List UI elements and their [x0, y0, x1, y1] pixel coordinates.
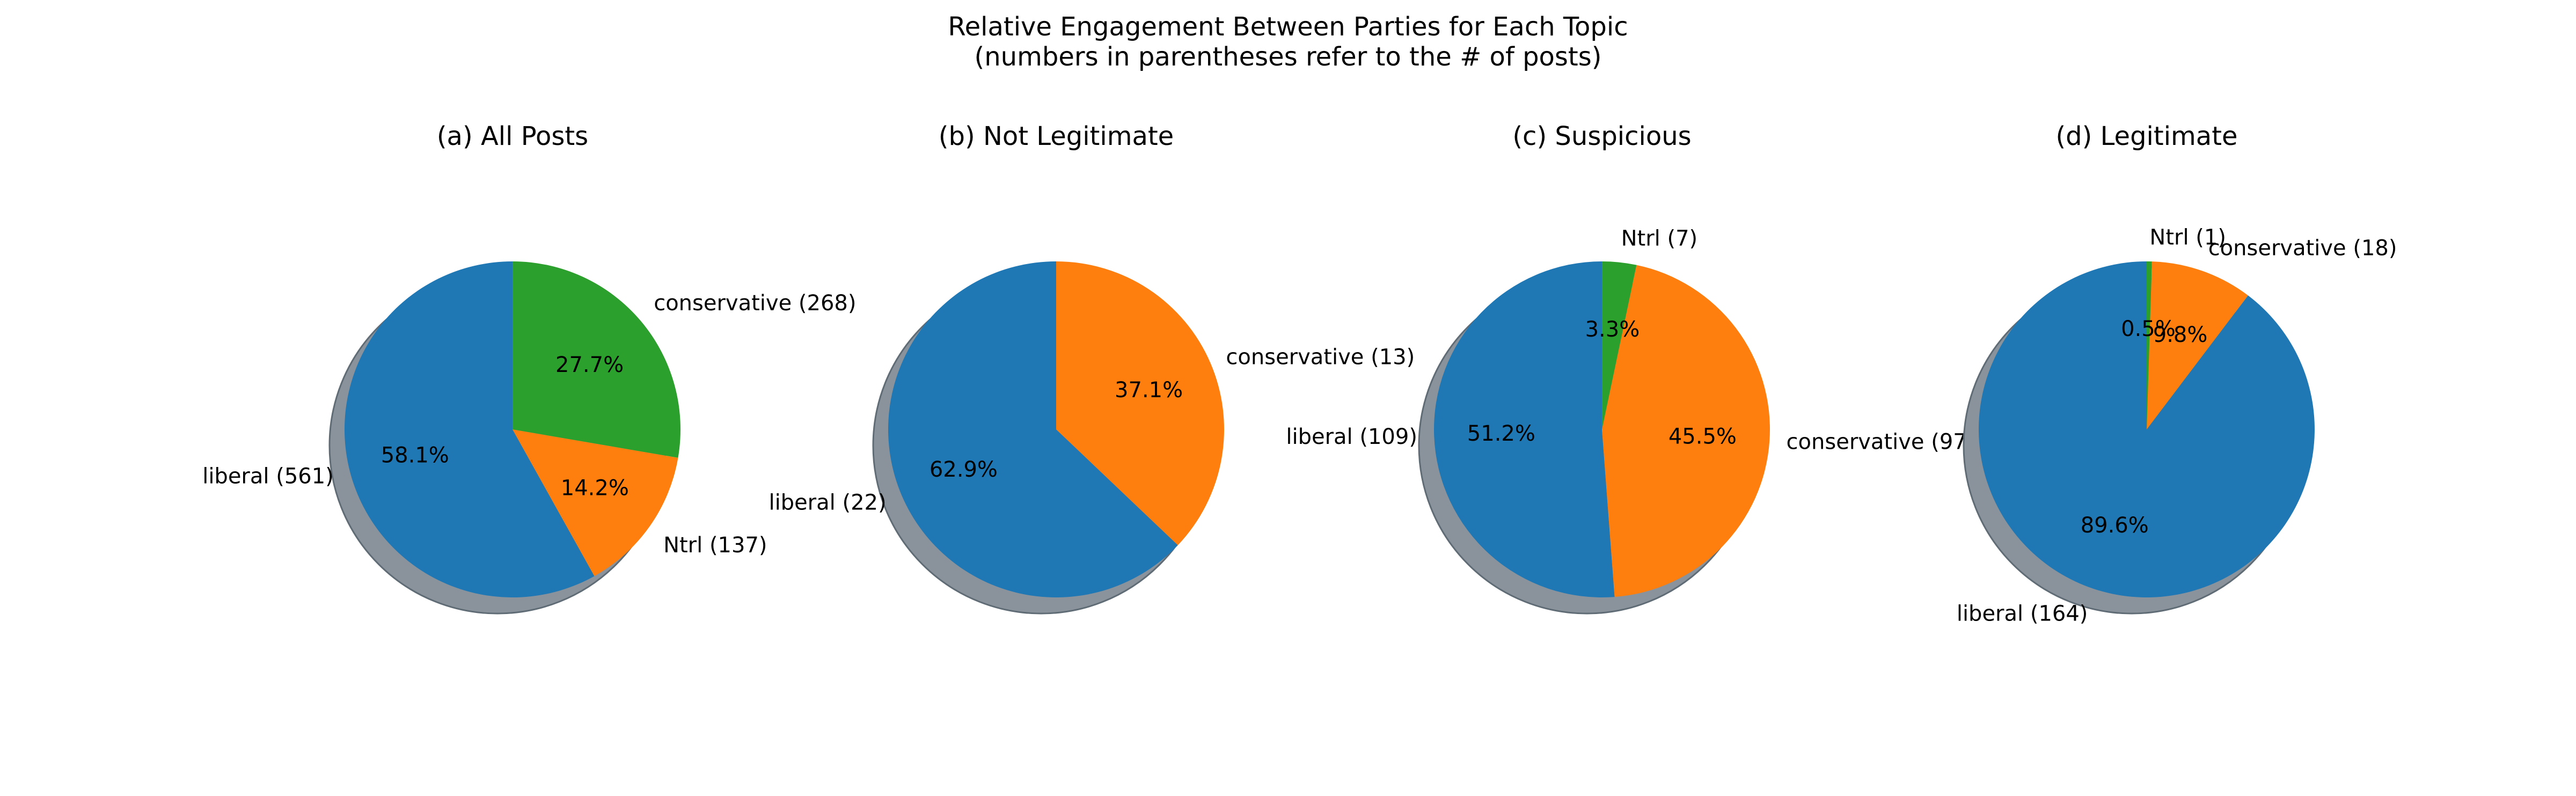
- pie-slice-conservative: [2147, 261, 2248, 429]
- pie-pct-label: 9.8%: [2153, 323, 2208, 347]
- pie-slice-label: liberal (164): [1957, 601, 2088, 626]
- pie-slice-liberal: [888, 261, 1178, 597]
- pie-title: (d) Legitimate: [2055, 121, 2237, 151]
- pie-title: (c) Suspicious: [1512, 121, 1691, 151]
- pie-title: (b) Not Legitimate: [939, 121, 1174, 151]
- pie-pct-label: 58.1%: [381, 443, 449, 468]
- pie-pct-label: 0.5%: [2121, 317, 2176, 341]
- pie-chart-3: (c) Suspicious 51.2% liberal (109) 45.5% con…: [1286, 121, 1975, 615]
- pie-pct-label: 51.2%: [1467, 421, 1535, 446]
- pie-slice-label: Ntrl (7): [1621, 227, 1698, 251]
- pie-slice-conservative: [513, 261, 680, 458]
- figure-title-line1: Relative Engagement Between Parties for …: [948, 12, 1628, 42]
- pie-slice-label: conservative (18): [2208, 236, 2397, 260]
- pie-pct-label: 37.1%: [1115, 378, 1183, 403]
- pie-pct-label: 27.7%: [555, 353, 624, 377]
- pie-slice-label: liberal (561): [202, 464, 334, 489]
- pie-title: (a) All Posts: [437, 121, 588, 151]
- pie-slice-label: conservative (268): [654, 291, 856, 316]
- pie-slice-label: Ntrl (137): [663, 533, 767, 558]
- pie-pct-label: 89.6%: [2081, 513, 2149, 538]
- pie-pct-label: 62.9%: [930, 457, 998, 482]
- figure-title-line2: (numbers in parentheses refer to the # o…: [975, 42, 1602, 72]
- pie-charts: (a) All Posts 58.1% liberal (561) 14.2% Ntrl…: [202, 121, 2397, 626]
- pie-pct-label: 45.5%: [1668, 424, 1737, 449]
- pie-pct-label: 14.2%: [561, 476, 629, 500]
- pie-slice-ntrl: [513, 429, 678, 576]
- pie-pct-label: 3.3%: [1585, 317, 1640, 342]
- pie-slice-label: conservative (13): [1226, 345, 1415, 369]
- pie-chart-1: (a) All Posts 58.1% liberal (561) 14.2% Ntrl…: [202, 121, 856, 615]
- pie-slice-label: conservative (97): [1787, 430, 1975, 455]
- pie-slice-conservative: [1602, 265, 1770, 597]
- pie-slice-label: liberal (109): [1286, 425, 1417, 449]
- pie-slice-label: Ntrl (1): [2149, 225, 2226, 250]
- pie-chart-2: (b) Not Legitimate 62.9% liberal (22) 37.1%…: [769, 121, 1415, 615]
- pie-slice-liberal: [1434, 261, 1615, 597]
- pie-slice-liberal: [344, 261, 595, 597]
- pie-slice-ntrl: [2147, 261, 2152, 429]
- pie-chart-4: (d) Legitimate 89.6% liberal (164) 9.8% cons…: [1957, 121, 2397, 626]
- pie-slice-label: liberal (22): [769, 491, 886, 515]
- pie-slice-liberal: [1979, 261, 2315, 597]
- pie-slice-conservative: [1056, 261, 1224, 545]
- pie-slice-ntrl: [1602, 261, 1637, 429]
